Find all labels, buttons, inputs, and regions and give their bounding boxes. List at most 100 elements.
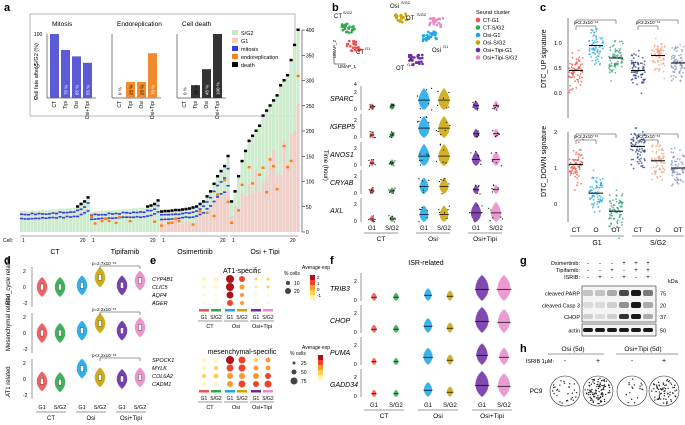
- h-colony: [593, 396, 596, 398]
- c-point: [679, 69, 682, 72]
- c-point: [568, 158, 571, 161]
- h-colony: [595, 392, 597, 395]
- f-violin: [423, 382, 433, 397]
- violin-point: [490, 152, 493, 154]
- c-point: [631, 78, 634, 81]
- e-gene: SPOCK1: [152, 358, 174, 364]
- c-point: [670, 66, 673, 68]
- e-expr-scale: [310, 295, 315, 300]
- g-band: [583, 314, 593, 319]
- c-point: [662, 59, 665, 62]
- violin-point: [418, 178, 420, 180]
- c-point: [620, 40, 623, 43]
- cell-track: [261, 115, 265, 232]
- mitosis-mark: [170, 218, 174, 220]
- h-colony: [568, 386, 571, 388]
- h-colony: [595, 397, 598, 399]
- d-boxplot: [138, 277, 142, 284]
- seurat-legend-label: CT-S/G2: [483, 26, 504, 32]
- e-cluster-bar: [211, 309, 221, 312]
- inset-xtick: Osi: [74, 101, 80, 109]
- h-colony: [600, 392, 603, 394]
- c-point: [677, 178, 680, 181]
- legend-label: S/G2: [241, 31, 254, 37]
- violin-point: [491, 160, 494, 162]
- c-ytick: 0.0: [554, 91, 562, 97]
- panel-label-g: g: [520, 255, 527, 267]
- c-point: [654, 61, 657, 64]
- umap-point: [408, 59, 411, 62]
- inset-bar-label: 0 %: [183, 87, 188, 95]
- c-point: [576, 159, 579, 162]
- h-colony: [663, 395, 665, 397]
- endoreplication-mark: [282, 144, 286, 148]
- h-colony: [663, 392, 666, 395]
- c-point: [610, 80, 613, 82]
- cell-track: [181, 209, 185, 232]
- c-point: [612, 53, 614, 56]
- h-colony: [665, 402, 668, 405]
- c-point: [662, 49, 665, 52]
- c-point: [673, 71, 676, 74]
- c-point: [593, 40, 596, 43]
- c-point: [614, 71, 617, 74]
- seurat-legend-label: Osi+Tipi-S/G2: [483, 56, 518, 62]
- cell-g1: [174, 219, 178, 232]
- seurat-legend-label: Osi-G1: [483, 33, 500, 39]
- mitosis-mark: [86, 210, 90, 212]
- endoreplication-mark: [230, 221, 234, 224]
- h-colony: [560, 380, 562, 382]
- umap-point: [422, 34, 426, 37]
- violin-point: [494, 106, 496, 109]
- h-well: [549, 375, 581, 407]
- c-point: [650, 53, 653, 55]
- g-band-label: cleaved PARP: [545, 292, 580, 298]
- c-point: [612, 199, 614, 202]
- e-dot: [227, 373, 233, 379]
- umap-point: [343, 27, 347, 31]
- violin-point: [427, 103, 430, 105]
- c-point: [636, 72, 638, 75]
- c-point: [661, 164, 664, 167]
- cell-track: [58, 208, 62, 232]
- cell-track: [149, 205, 153, 232]
- e-cluster-bar: [251, 309, 261, 312]
- violin-point: [419, 108, 421, 110]
- c-xtick: O: [655, 227, 660, 234]
- cell-g1: [205, 214, 209, 232]
- e-dot: [227, 381, 233, 387]
- umap-point: [355, 46, 358, 50]
- e-dot: [265, 357, 271, 363]
- c-point: [608, 213, 611, 216]
- c-point: [593, 195, 596, 198]
- c-point: [632, 158, 635, 161]
- c-point: [597, 55, 600, 58]
- c-point: [676, 46, 679, 49]
- violin-point: [436, 104, 439, 106]
- c-point: [641, 130, 644, 133]
- mitosis-mark: [44, 217, 48, 220]
- death-mark: [251, 134, 255, 138]
- violin-point: [426, 153, 428, 155]
- cell-g1: [223, 194, 227, 232]
- h-colony: [591, 393, 594, 396]
- cell-track: [76, 206, 80, 232]
- endoreplication-mark: [289, 159, 293, 163]
- h-colony: [674, 384, 676, 387]
- c-point: [616, 60, 619, 63]
- cell-track: [23, 210, 27, 232]
- e-dot: [253, 373, 259, 379]
- c-point: [655, 170, 657, 173]
- h-colony: [573, 383, 576, 385]
- c-point: [595, 41, 597, 44]
- h-colony: [591, 388, 593, 391]
- e-pct-label: 25: [301, 361, 307, 367]
- g-band: [595, 314, 605, 319]
- c-point: [616, 49, 618, 52]
- e-dot: [203, 302, 205, 304]
- c-point: [651, 178, 654, 181]
- h-colony: [587, 388, 589, 391]
- c-point: [676, 181, 679, 184]
- c-point: [656, 143, 659, 146]
